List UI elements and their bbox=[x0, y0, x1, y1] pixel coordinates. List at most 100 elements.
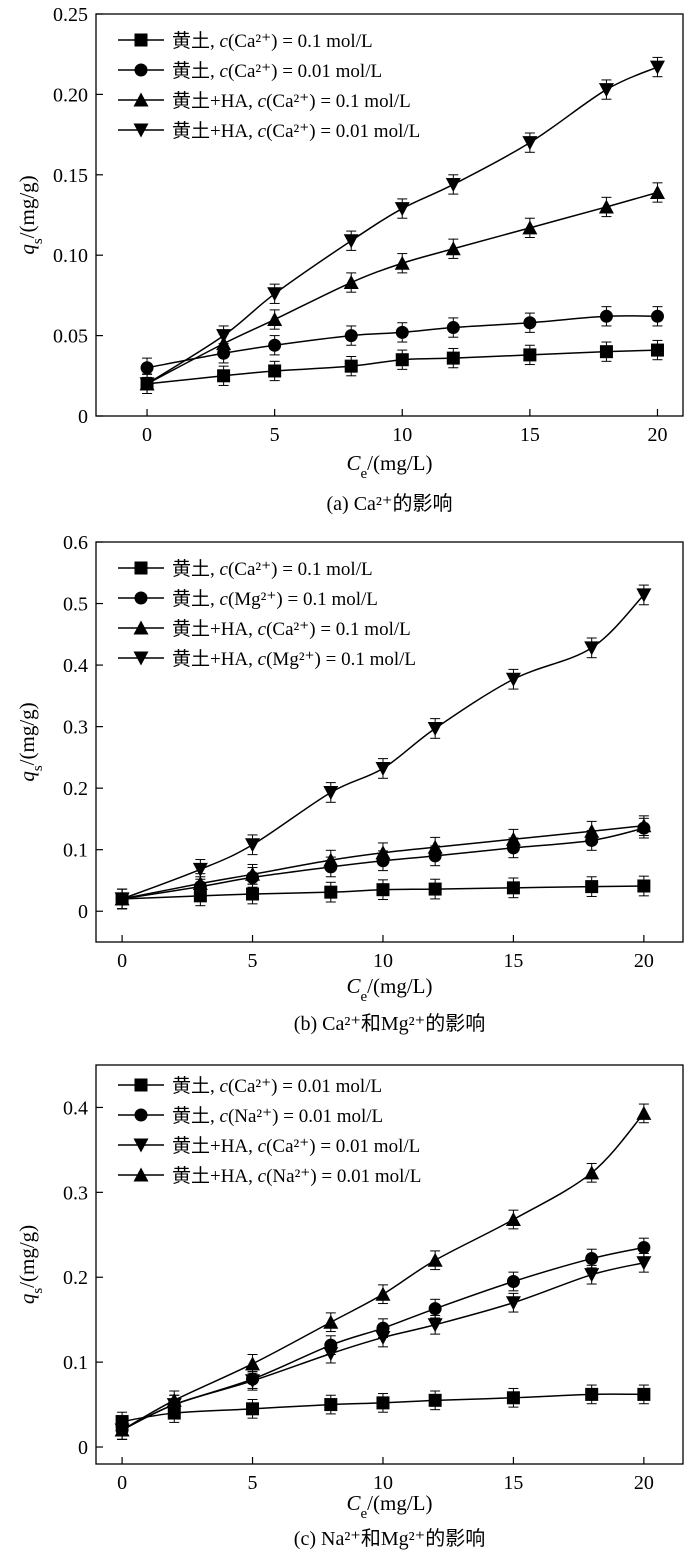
data-point bbox=[323, 1347, 339, 1362]
legend-label: 黄土, c(Ca²⁺) = 0.01 mol/L bbox=[172, 1075, 382, 1097]
data-point bbox=[245, 1374, 261, 1389]
data-point bbox=[375, 761, 391, 776]
data-point bbox=[428, 882, 442, 896]
series-3 bbox=[114, 584, 652, 910]
legend-label: 黄土, c(Ca²⁺) = 0.01 mol/L bbox=[172, 60, 382, 82]
legend-marker bbox=[133, 123, 149, 138]
data-point bbox=[376, 883, 390, 897]
legend-label: 黄土+HA, c(Na²⁺) = 0.01 mol/L bbox=[172, 1165, 421, 1187]
data-point bbox=[636, 1105, 652, 1120]
x-tick-label: 15 bbox=[503, 950, 523, 972]
y-tick-label: 0.2 bbox=[63, 778, 88, 800]
y-tick-label: 0.15 bbox=[53, 165, 88, 187]
legend-marker bbox=[134, 1108, 148, 1122]
data-point bbox=[584, 1268, 600, 1283]
data-point bbox=[598, 199, 614, 214]
data-point bbox=[650, 343, 664, 357]
legend-marker bbox=[133, 1167, 149, 1182]
x-tick-label: 10 bbox=[373, 950, 393, 972]
data-point bbox=[246, 1402, 260, 1416]
data-point bbox=[245, 838, 261, 853]
data-point bbox=[636, 1256, 652, 1271]
figure-caption: (b) Ca²⁺和Mg²⁺的影响 bbox=[294, 1012, 485, 1035]
data-point bbox=[245, 866, 261, 881]
x-tick-label: 10 bbox=[373, 1472, 393, 1494]
y-tick-label: 0.05 bbox=[53, 326, 88, 348]
data-point bbox=[394, 255, 410, 270]
y-tick-label: 0.3 bbox=[63, 717, 88, 739]
data-point bbox=[446, 321, 460, 335]
legend-marker bbox=[134, 561, 148, 575]
series-2 bbox=[139, 182, 665, 394]
data-point bbox=[427, 839, 443, 854]
y-axis-label: qs/(mg/g) bbox=[15, 175, 46, 254]
legend-marker bbox=[134, 1078, 148, 1092]
legend-label: 黄土+HA, c(Ca²⁺) = 0.01 mol/L bbox=[172, 1135, 420, 1157]
x-tick-label: 5 bbox=[270, 424, 280, 446]
y-tick-label: 0.10 bbox=[53, 245, 88, 267]
series-3 bbox=[139, 56, 665, 394]
data-point bbox=[506, 1274, 520, 1288]
legend: 黄土, c(Ca²⁺) = 0.1 mol/L 黄土, c(Mg²⁺) = 0.1… bbox=[118, 558, 416, 670]
data-point bbox=[585, 1252, 599, 1266]
data-point bbox=[394, 202, 410, 217]
y-tick-label: 0.4 bbox=[63, 655, 88, 677]
plot-frame bbox=[95, 541, 684, 943]
data-point bbox=[522, 136, 538, 151]
x-tick-label: 5 bbox=[248, 1472, 258, 1494]
data-point bbox=[427, 1252, 443, 1267]
data-point bbox=[505, 831, 521, 846]
data-point bbox=[446, 351, 460, 365]
series-0 bbox=[115, 1384, 651, 1432]
data-point bbox=[375, 1286, 391, 1301]
plot-frame bbox=[95, 1064, 684, 1465]
data-point bbox=[268, 364, 282, 378]
data-point bbox=[323, 852, 339, 867]
data-point bbox=[599, 345, 613, 359]
data-point bbox=[522, 220, 538, 235]
data-point bbox=[649, 60, 665, 75]
data-point bbox=[584, 1165, 600, 1180]
legend-label: 黄土, c(Na²⁺) = 0.01 mol/L bbox=[172, 1105, 383, 1127]
data-point bbox=[217, 369, 231, 383]
data-point bbox=[324, 1398, 338, 1412]
data-point bbox=[395, 325, 409, 339]
legend-label: 黄土+HA, c(Mg²⁺) = 0.1 mol/L bbox=[172, 648, 416, 670]
data-point bbox=[505, 1212, 521, 1227]
y-tick-label: 0 bbox=[78, 901, 88, 923]
data-point bbox=[445, 177, 461, 192]
data-point bbox=[505, 1296, 521, 1311]
legend-marker bbox=[133, 620, 149, 635]
data-point bbox=[192, 862, 208, 877]
y-tick-label: 0.3 bbox=[63, 1182, 88, 1204]
data-point bbox=[376, 1396, 390, 1410]
legend-marker bbox=[134, 63, 148, 77]
y-tick-label: 0.4 bbox=[63, 1097, 88, 1119]
data-point bbox=[584, 641, 600, 656]
x-tick-label: 15 bbox=[520, 424, 540, 446]
data-point bbox=[523, 348, 537, 362]
data-point bbox=[637, 1241, 651, 1255]
chart-panel-1: 0 5 10 15 20 0 0.1 0.2 0.3 0.4 0.5 0.6 Ce/(mg/L) qs/(… bbox=[15, 532, 684, 1035]
data-point bbox=[585, 880, 599, 894]
y-tick-label: 0.6 bbox=[63, 532, 88, 554]
data-point bbox=[216, 329, 232, 344]
legend-label: 黄土, c(Ca²⁺) = 0.1 mol/L bbox=[172, 30, 373, 52]
x-tick-label: 20 bbox=[634, 950, 654, 972]
data-point bbox=[505, 672, 521, 687]
series-line bbox=[121, 1112, 645, 1431]
series-0 bbox=[115, 875, 651, 910]
series-1 bbox=[140, 306, 664, 378]
y-axis-label: qs/(mg/g) bbox=[15, 702, 46, 781]
chart-panel-0: 0 5 10 15 20 0 0.05 0.10 0.15 0.20 0.25 Ce/(mg/L) qs… bbox=[15, 4, 684, 515]
data-point bbox=[506, 881, 520, 895]
data-point bbox=[428, 1302, 442, 1316]
x-tick-label: 0 bbox=[117, 1472, 127, 1494]
legend-label: 黄土+HA, c(Ca²⁺) = 0.01 mol/L bbox=[172, 120, 420, 142]
data-point bbox=[584, 823, 600, 838]
series-3 bbox=[114, 1103, 652, 1440]
data-point bbox=[636, 588, 652, 603]
x-tick-label: 5 bbox=[248, 950, 258, 972]
legend-marker bbox=[133, 1138, 149, 1153]
